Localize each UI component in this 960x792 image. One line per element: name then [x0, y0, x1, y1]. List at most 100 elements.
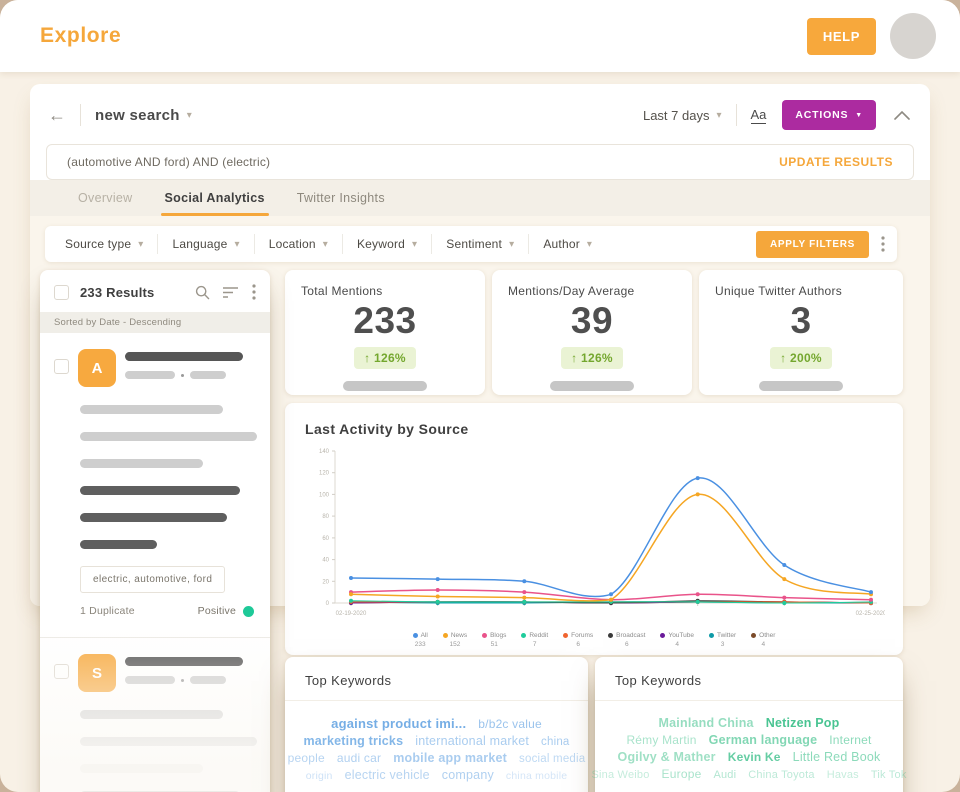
sentiment-label: Positive	[198, 605, 236, 617]
keyword-r-my-martin[interactable]: Rémy Martin	[626, 733, 696, 747]
legend-item-forums[interactable]: Forums 6	[563, 632, 593, 648]
legend-item-youtube[interactable]: YouTube4	[660, 632, 694, 648]
filter-source-type[interactable]: Source type▾	[51, 237, 157, 251]
keyword-electric-vehicle[interactable]: electric vehicle	[345, 768, 430, 782]
keyword-kevin-ke[interactable]: Kevin Ke	[728, 750, 781, 764]
legend-count: 6	[608, 641, 645, 648]
result-checkbox[interactable]	[54, 664, 69, 679]
filter-author[interactable]: Author ▾	[529, 237, 606, 251]
keyword-audi[interactable]: Audi	[713, 769, 736, 781]
update-results-button[interactable]: UPDATE RESULTS	[779, 155, 893, 169]
case-sensitivity-toggle[interactable]: Aa	[751, 107, 767, 124]
legend-count: 51	[482, 641, 506, 648]
keyword-people[interactable]: people	[288, 751, 325, 765]
legend-item-broadcast[interactable]: Broadcast 6	[608, 632, 645, 648]
legend-label: All	[421, 632, 428, 639]
sort-icon[interactable]	[223, 286, 239, 298]
legend-label: Broadcast	[616, 632, 645, 639]
keyword-social-media[interactable]: social media	[519, 753, 585, 765]
avatar[interactable]	[890, 13, 936, 59]
date-range-select[interactable]: Last 7 days	[643, 108, 710, 123]
keyword-german-language[interactable]: German language	[709, 733, 818, 747]
keyword-company[interactable]: company	[442, 768, 494, 782]
legend-item-twitter[interactable]: Twitter3	[709, 632, 736, 648]
chevron-down-icon: ▾	[587, 239, 592, 250]
collapse-panel-icon[interactable]	[894, 111, 910, 120]
keyword-audi-car[interactable]: audi car	[337, 751, 381, 765]
keyword-tag[interactable]: electric, automotive, ford	[80, 566, 225, 593]
legend-dot-icon	[413, 633, 418, 638]
keyword-marketing-tricks[interactable]: marketing tricks	[303, 734, 403, 748]
text-placeholder	[80, 432, 257, 441]
text-placeholder	[80, 405, 223, 414]
query-input[interactable]: (automotive AND ford) AND (electric) UPD…	[46, 144, 914, 180]
keyword-mobile-app-market[interactable]: mobile app market	[393, 751, 507, 765]
stat-label: Mentions/Day Average	[508, 284, 676, 298]
meta-placeholder	[125, 371, 175, 379]
search-name[interactable]: new search	[95, 107, 180, 124]
keyword-against-product-imi[interactable]: against product imi...	[331, 716, 466, 731]
keyword-china-mobile[interactable]: china mobile	[506, 770, 567, 782]
keyword-sina-weibo[interactable]: Sina Weibo	[591, 769, 649, 781]
legend-count: 3	[709, 641, 736, 648]
legend-dot-icon	[521, 633, 526, 638]
filter-sentiment[interactable]: Sentiment▾	[432, 237, 528, 251]
list-item[interactable]: Aelectric, automotive, ford1 DuplicatePo…	[40, 333, 270, 621]
actions-button[interactable]: ACTIONS ▼	[782, 100, 876, 130]
avatar: S	[78, 654, 116, 692]
keyword-internet[interactable]: Internet	[829, 733, 871, 747]
help-button[interactable]: HELP	[807, 18, 876, 55]
results-list: Aelectric, automotive, ford1 DuplicatePo…	[40, 333, 270, 792]
top-keywords-card: Top Keywordsagainst product imi...b/b2c …	[285, 657, 588, 792]
keyword-netizen-pop[interactable]: Netizen Pop	[766, 716, 840, 730]
legend-label: Forums	[571, 632, 593, 639]
chevron-down-icon: ▾	[187, 110, 192, 121]
apply-filters-button[interactable]: APPLY FILTERS	[756, 231, 869, 258]
legend-label: Reddit	[529, 632, 548, 639]
text-placeholder	[80, 737, 257, 746]
keyword-china[interactable]: china	[541, 736, 570, 748]
tab-social-analytics[interactable]: Social Analytics	[149, 180, 281, 216]
legend-item-all[interactable]: All233	[413, 632, 428, 648]
stat-card-total-mentions: Total Mentions233↑ 126%	[285, 270, 485, 395]
result-checkbox[interactable]	[54, 359, 69, 374]
keyword-b-b2c-value[interactable]: b/b2c value	[478, 717, 542, 731]
back-arrow-icon[interactable]: ←	[48, 106, 66, 124]
filter-location[interactable]: Location▾	[255, 237, 342, 251]
svg-text:100: 100	[319, 492, 330, 498]
keyword-tik-tok[interactable]: Tik Tok	[871, 769, 907, 781]
keyword-little-red-book[interactable]: Little Red Book	[793, 750, 881, 764]
query-text: (automotive AND ford) AND (electric)	[67, 155, 779, 169]
legend-item-reddit[interactable]: Reddit7	[521, 632, 548, 648]
keyword-havas[interactable]: Havas	[827, 769, 859, 781]
legend-count: 6	[563, 641, 593, 648]
legend-item-news[interactable]: News152	[443, 632, 467, 648]
app-window: Explore HELP ← new search ▾ Last 7 days …	[0, 0, 960, 792]
tab-twitter-insights[interactable]: Twitter Insights	[281, 180, 401, 216]
chevron-down-icon: ▾	[716, 110, 721, 121]
filter-language[interactable]: Language▾	[158, 237, 253, 251]
list-item[interactable]: Selectric, automotive, ford1 DuplicatePo…	[40, 637, 270, 792]
sentiment-badge: Positive	[198, 605, 254, 617]
filter-menu-kebab-icon[interactable]	[881, 236, 885, 252]
keyword-ogilvy-mather[interactable]: Ogilvy & Mather	[618, 750, 716, 764]
keyword-international-market[interactable]: international market	[415, 734, 529, 748]
divider	[80, 104, 81, 126]
results-menu-kebab-icon[interactable]	[252, 284, 256, 300]
svg-text:20: 20	[322, 579, 329, 585]
filter-keyword[interactable]: Keyword▾	[343, 237, 431, 251]
stat-card-mentions-day-average: Mentions/Day Average39↑ 126%	[492, 270, 692, 395]
select-all-checkbox[interactable]	[54, 285, 69, 300]
search-icon[interactable]	[195, 285, 210, 300]
tab-overview[interactable]: Overview	[62, 180, 149, 216]
keyword-china-toyota[interactable]: China Toyota	[748, 769, 814, 781]
keyword-origin[interactable]: origin	[306, 770, 333, 782]
legend-dot-icon	[563, 633, 568, 638]
legend-item-blogs[interactable]: Blogs51	[482, 632, 506, 648]
keyword-europe[interactable]: Europe	[662, 767, 702, 781]
filter-label: Author	[543, 237, 580, 251]
legend-item-other[interactable]: Other4	[751, 632, 775, 648]
keyword-mainland-china[interactable]: Mainland China	[659, 716, 754, 730]
stat-placeholder-bar	[343, 381, 427, 391]
legend-dot-icon	[443, 633, 448, 638]
